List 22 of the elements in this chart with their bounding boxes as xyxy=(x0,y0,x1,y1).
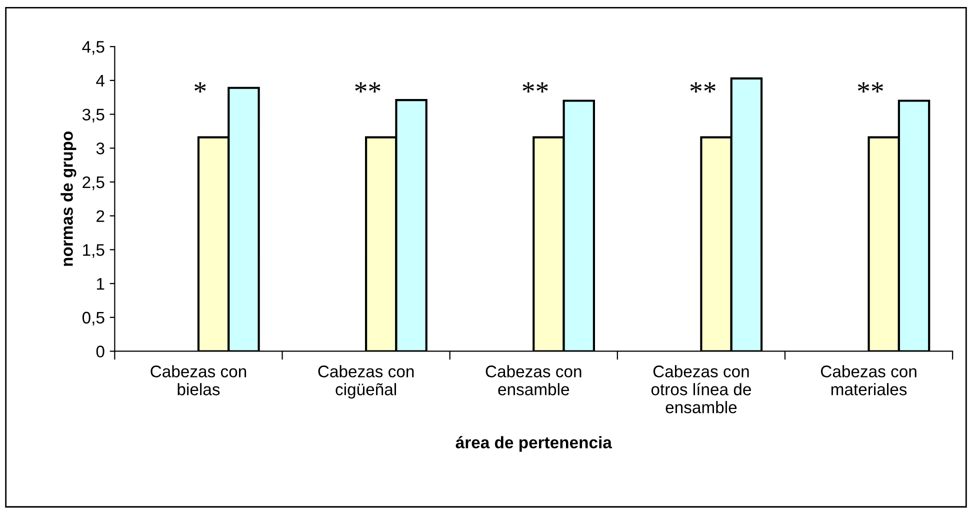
y-tick-label: 3,5 xyxy=(82,108,104,122)
x-tick-label: Cabezas con otros línea de ensamble xyxy=(651,365,751,414)
y-tick-label: 3 xyxy=(96,142,104,154)
y-tick-label: 1 xyxy=(96,278,104,290)
y-axis-title: normas de grupo xyxy=(60,132,76,266)
x-axis-title: área de pertenencia xyxy=(456,436,612,452)
y-tick-label: 0,5 xyxy=(82,312,104,326)
y-tick-label: 1,5 xyxy=(83,244,104,258)
x-tick-label: Cabezas con cigüeñal xyxy=(318,365,414,399)
annotation: ** xyxy=(690,82,716,92)
annotation: ** xyxy=(355,82,380,92)
y-tick-label: 2 xyxy=(96,210,104,222)
y-tick-label: 2,5 xyxy=(82,176,104,190)
y-tick-label: 0 xyxy=(96,346,104,358)
x-tick-label: Cabezas con ensamble xyxy=(486,365,582,396)
y-tick-label: 4 xyxy=(96,75,104,86)
y-tick-label: 4,5 xyxy=(82,41,104,55)
annotation: ** xyxy=(522,82,548,92)
annotation: ** xyxy=(858,82,884,92)
annotation: * xyxy=(194,82,206,92)
x-tick-label: Cabezas con materiales xyxy=(820,365,916,396)
x-tick-label: Cabezas con bielas xyxy=(150,365,246,396)
